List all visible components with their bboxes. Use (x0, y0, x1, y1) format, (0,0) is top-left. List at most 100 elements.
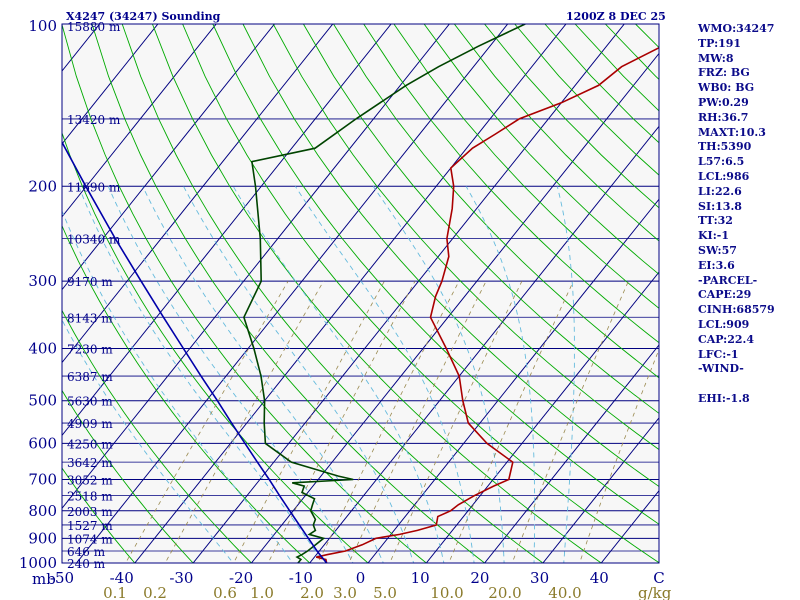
dry-adiabat-line (121, 24, 544, 563)
isotherm-line (251, 52, 659, 563)
dry-adiabat-line (393, 24, 659, 309)
index-line: PW:0.29 (698, 95, 749, 109)
dry-adiabat-line (62, 309, 253, 563)
index-line: LFC:-1 (698, 347, 739, 361)
moist-adiabat-line (556, 186, 575, 563)
temperature-tick-label: 10 (411, 569, 430, 587)
index-line: MW:8 (698, 51, 734, 65)
moist-adiabat-line (372, 186, 505, 563)
dry-adiabat-line (303, 24, 659, 414)
temperature-tick-label: 40 (590, 569, 609, 587)
mixing-ratio-tick-label: 0.1 (103, 584, 127, 600)
moist-adiabat-line (62, 319, 234, 563)
plot-frame (61, 23, 660, 564)
pressure-tick-label: 200 (28, 177, 57, 195)
temperature-tick-label: 20 (470, 569, 489, 587)
index-line: TH:5390 (698, 140, 752, 154)
mixing-ratio-tick-label: 1.0 (250, 584, 274, 600)
mixing-ratio-line (448, 281, 574, 563)
dry-adiabat-line (272, 24, 659, 451)
index-line: WB0: BG (698, 81, 755, 95)
moist-adiabat-line (232, 186, 445, 563)
mixing-ratio-tick-label: 5.0 (373, 584, 397, 600)
height-label: 8143 m (67, 311, 113, 325)
index-line: RH:36.7 (698, 110, 749, 124)
height-label: 1527 m (67, 519, 113, 533)
index-line: CAP:22.4 (698, 332, 755, 346)
mixing-ratio-tick-label: 10.0 (430, 584, 463, 600)
index-line: LCL:909 (698, 317, 750, 331)
height-label: 3052 m (67, 474, 113, 488)
index-line: EHI:-1.8 (698, 391, 750, 405)
dry-adiabat-line (62, 389, 194, 563)
mixing-ratio-line (348, 281, 487, 563)
index-line: WMO:34247 (698, 22, 775, 35)
dry-adiabat-line (182, 24, 659, 563)
index-line: TP:191 (698, 36, 742, 50)
dry-adiabat-line (151, 24, 602, 563)
chart-title: X4247 (34247) Sounding (66, 10, 221, 23)
temperature-tick-label: 30 (530, 569, 549, 587)
mixing-ratio-line (164, 281, 324, 563)
temperature-tick-label: C (653, 569, 664, 587)
height-label: 646 m (67, 545, 106, 559)
mixing-ratio-line (579, 348, 659, 563)
height-label: 11690 m (67, 180, 121, 194)
isotherm-line (62, 24, 334, 364)
mixing-ratio-tick-label: 40.0 (548, 584, 581, 600)
pressure-tick-label: 900 (28, 529, 57, 547)
index-line: L57:6.5 (698, 155, 745, 169)
dry-adiabat-line (333, 24, 659, 379)
height-label: 4909 m (67, 417, 113, 431)
isotherm-line (76, 24, 509, 563)
dewpoint-trace (243, 24, 526, 563)
mixing-ratio-unit-label: g/kg (638, 584, 672, 600)
index-line: LI:22.6 (698, 184, 742, 198)
isotherm-line (134, 24, 567, 563)
mixing-ratio-tick-label: 2.0 (300, 584, 324, 600)
pressure-tick-label: 300 (28, 272, 57, 290)
isotherm-line (367, 198, 659, 563)
pressure-tick-label: 600 (28, 434, 57, 452)
valid-time: 1200Z 8 DEC 25 (566, 10, 666, 23)
index-line: CAPE:29 (698, 288, 752, 302)
index-line: -WIND- (698, 362, 744, 376)
index-line (698, 377, 798, 392)
isotherm-line (62, 24, 275, 291)
moist-adiabat-line (78, 186, 324, 563)
index-line: -PARCEL- (698, 273, 758, 287)
index-line: TT:32 (698, 214, 733, 228)
dry-adiabat-line (423, 24, 659, 275)
dry-adiabat-line (242, 24, 659, 488)
mixing-ratio-tick-label: 0.2 (143, 584, 167, 600)
height-label: 5630 m (67, 395, 113, 409)
dry-adiabat-line (62, 24, 428, 563)
height-label: 2518 m (67, 490, 113, 504)
index-line: LCL:986 (698, 169, 750, 183)
index-line: KI:-1 (698, 229, 729, 243)
isotherm-line (62, 24, 392, 437)
mixing-ratio-tick-label: 0.6 (213, 584, 237, 600)
isotherm-line (62, 24, 450, 510)
isotherm-line (425, 271, 659, 563)
index-line: SW:57 (698, 243, 737, 257)
dry-adiabat-line (62, 467, 136, 563)
height-label: 6387 m (67, 370, 113, 384)
dry-adiabat-line (91, 24, 486, 563)
temperature-tick-label: -10 (289, 569, 313, 587)
mixing-ratio-tick-label: 20.0 (488, 584, 521, 600)
moist-adiabat-line (465, 186, 536, 563)
dry-adiabat-line (212, 24, 659, 525)
temperature-tick-label: -20 (229, 569, 253, 587)
dry-adiabat-line (363, 24, 659, 344)
temperature-tick-label: -40 (110, 569, 134, 587)
height-label: 4250 m (67, 437, 113, 451)
mixing-ratio-line (317, 281, 460, 563)
moist-adiabat-line (62, 209, 294, 563)
pressure-tick-label: 700 (28, 471, 57, 489)
isotherm-line (542, 417, 659, 563)
mixing-ratio-line (233, 281, 385, 563)
height-label: 10340 m (67, 232, 121, 246)
isotherm-line (309, 125, 659, 563)
